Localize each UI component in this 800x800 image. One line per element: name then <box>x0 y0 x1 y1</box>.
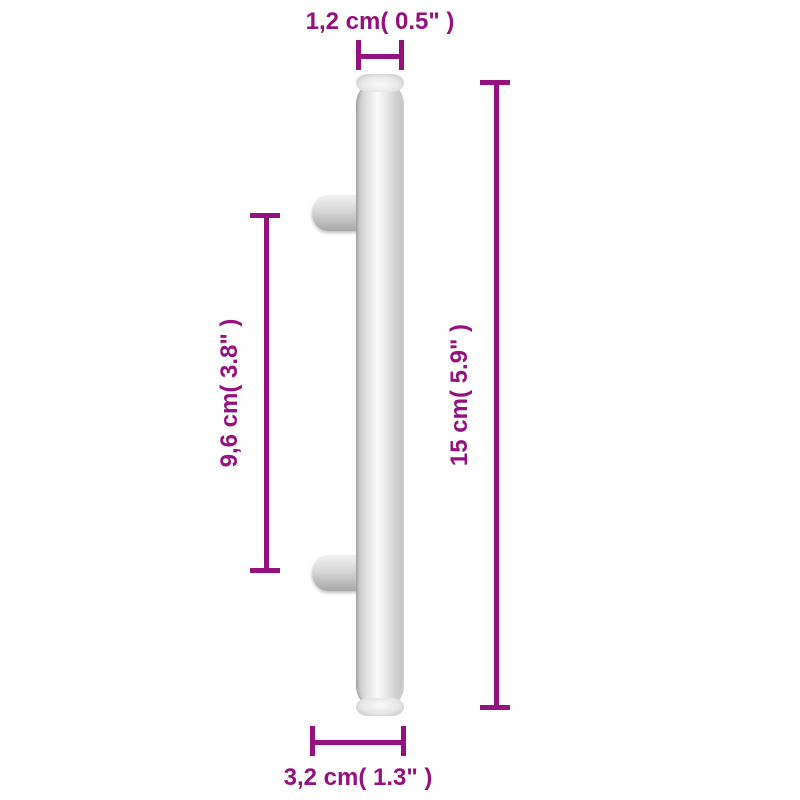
dimension-cap <box>480 80 510 85</box>
dimension-cap <box>480 705 510 710</box>
handle-bar <box>356 80 404 710</box>
dimension-line-hole-spacing <box>264 213 269 573</box>
dimension-cap <box>356 40 361 70</box>
diagram-stage: 1,2 cm( 0.5" ) 3,2 cm( 1.3" ) 9,6 cm( 3.… <box>0 0 800 800</box>
dimension-cap <box>250 568 280 573</box>
dimension-cap <box>401 726 406 756</box>
dimension-label-hole-spacing: 9,6 cm( 3.8" ) <box>216 319 244 468</box>
dimension-cap <box>310 726 315 756</box>
dimension-label-total-height: 15 cm( 5.9" ) <box>446 324 474 466</box>
handle-post-top <box>312 195 358 231</box>
handle-bar-cap-top <box>356 74 404 92</box>
handle-post-bottom <box>312 555 358 591</box>
dimension-label-diameter: 1,2 cm( 0.5" ) <box>306 8 455 36</box>
dimension-line-depth <box>310 740 406 745</box>
dimension-cap <box>399 40 404 70</box>
dimension-line-diameter <box>356 54 404 59</box>
handle-bar-cap-bottom <box>356 698 404 716</box>
dimension-line-total-height <box>494 80 499 710</box>
dimension-label-depth: 3,2 cm( 1.3" ) <box>284 764 433 792</box>
dimension-cap <box>250 213 280 218</box>
